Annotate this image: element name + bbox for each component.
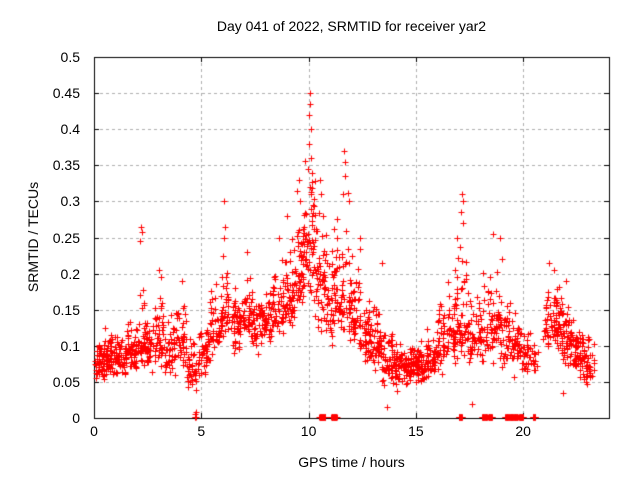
y-tick-label: 0.25 [52,229,80,246]
y-tick-label: 0.2 [60,265,80,282]
y-tick-label: 0.1 [60,337,80,354]
chart-title: Day 041 of 2022, SRMTID for receiver yar… [216,18,487,34]
y-tick-label: 0.5 [60,49,80,65]
y-tick-label: 0.4 [60,121,80,138]
x-axis-label: GPS time / hours [298,454,405,470]
x-tick-label: 15 [408,423,424,439]
y-tick-label: 0.3 [60,193,80,210]
x-tick-label: 5 [197,423,206,439]
y-tick-label: 0.15 [52,301,80,318]
x-tick-label: 0 [90,423,98,439]
y-tick-label: 0 [72,410,80,426]
x-tick-label: 10 [300,423,317,439]
y-tick-label: 0.35 [52,157,80,174]
y-tick-label: 0.05 [52,373,80,390]
y-tick-label: 0.45 [52,85,80,102]
x-tick-label: 20 [515,423,531,439]
